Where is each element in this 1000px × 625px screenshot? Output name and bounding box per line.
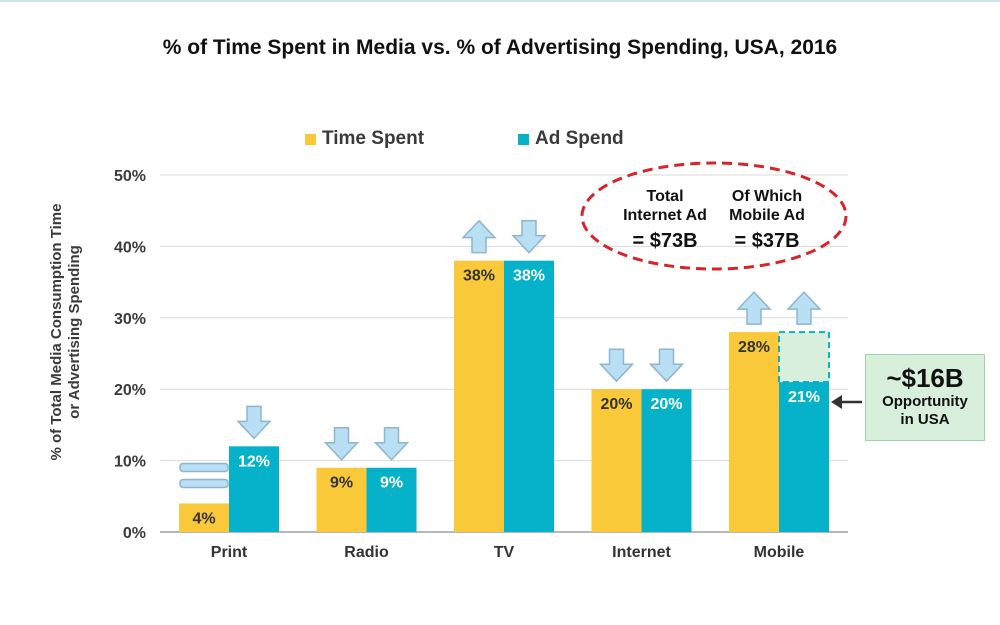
note-col1-line1: Total <box>646 188 683 205</box>
bar <box>779 382 829 532</box>
bar <box>454 260 504 532</box>
top-border-line <box>0 0 1000 2</box>
arrow-up-icon <box>461 219 497 254</box>
data-label: 12% <box>238 453 270 470</box>
data-label: 21% <box>788 389 820 406</box>
opportunity-callout: ~$16B Opportunity in USA <box>865 354 985 441</box>
bar <box>504 260 554 532</box>
equal-icon-bar <box>179 462 229 473</box>
arrow-down-icon <box>648 348 685 383</box>
bar <box>591 389 642 532</box>
x-tick-label: Print <box>211 544 248 561</box>
note-col1-line2: Internet Ad <box>623 207 707 224</box>
x-tick-label: TV <box>494 544 515 561</box>
note-col2-line1: Of Which <box>732 188 802 205</box>
equal-icon-bar <box>179 478 229 489</box>
y-tick-label: 50% <box>114 168 146 185</box>
x-tick-label: Radio <box>344 544 389 561</box>
legend-label-time-spent: Time Spent <box>322 128 425 149</box>
arrow-down-icon <box>511 219 547 254</box>
legend-label-ad-spend: Ad Spend <box>535 128 624 149</box>
bar <box>641 389 692 532</box>
arrow-up-icon <box>736 290 772 325</box>
y-tick-label: 40% <box>114 239 146 256</box>
opportunity-line2: in USA <box>900 411 950 428</box>
arrow-up-icon <box>786 290 822 325</box>
data-label: 9% <box>330 475 353 492</box>
data-label: 4% <box>192 511 215 528</box>
mobile-gap-box <box>778 331 830 384</box>
chart-title: % of Time Spent in Media vs. % of Advert… <box>162 36 838 59</box>
data-label: 28% <box>738 339 770 356</box>
y-tick-label: 10% <box>114 454 146 471</box>
note-col2-line2: Mobile Ad <box>729 207 805 224</box>
data-label: 38% <box>513 268 545 285</box>
bar <box>179 503 229 532</box>
arrow-down-icon <box>236 405 272 440</box>
y-tick-label: 30% <box>114 311 146 328</box>
x-tick-label: Mobile <box>754 544 805 561</box>
y-tick-label: 0% <box>123 525 146 542</box>
bar <box>229 446 279 532</box>
legend-swatch-ad-spend <box>518 133 529 145</box>
legend-swatch-time-spent <box>305 133 316 145</box>
note-ellipse <box>580 161 848 271</box>
data-label: 20% <box>650 396 682 413</box>
bar <box>316 467 367 532</box>
arrow-down-icon <box>373 426 410 461</box>
opportunity-amount: ~$16B <box>886 363 964 393</box>
callout-pointer-icon <box>831 395 842 409</box>
x-tick-label: Internet <box>612 544 671 561</box>
opportunity-line1: Opportunity <box>882 393 968 410</box>
data-label: 38% <box>463 268 495 285</box>
arrow-down-icon <box>323 426 360 461</box>
bar <box>366 467 417 532</box>
arrow-down-icon <box>598 348 635 383</box>
note-col2-line3: = $37B <box>734 230 799 252</box>
data-label: 20% <box>600 396 632 413</box>
legend-item-time-spent: Time Spent <box>305 127 424 151</box>
legend-item-ad-spend: Ad Spend <box>518 127 624 151</box>
data-label: 9% <box>380 475 403 492</box>
y-tick-label: 20% <box>114 382 146 399</box>
note-col1-line3: = $73B <box>632 230 697 252</box>
bar <box>729 332 779 532</box>
